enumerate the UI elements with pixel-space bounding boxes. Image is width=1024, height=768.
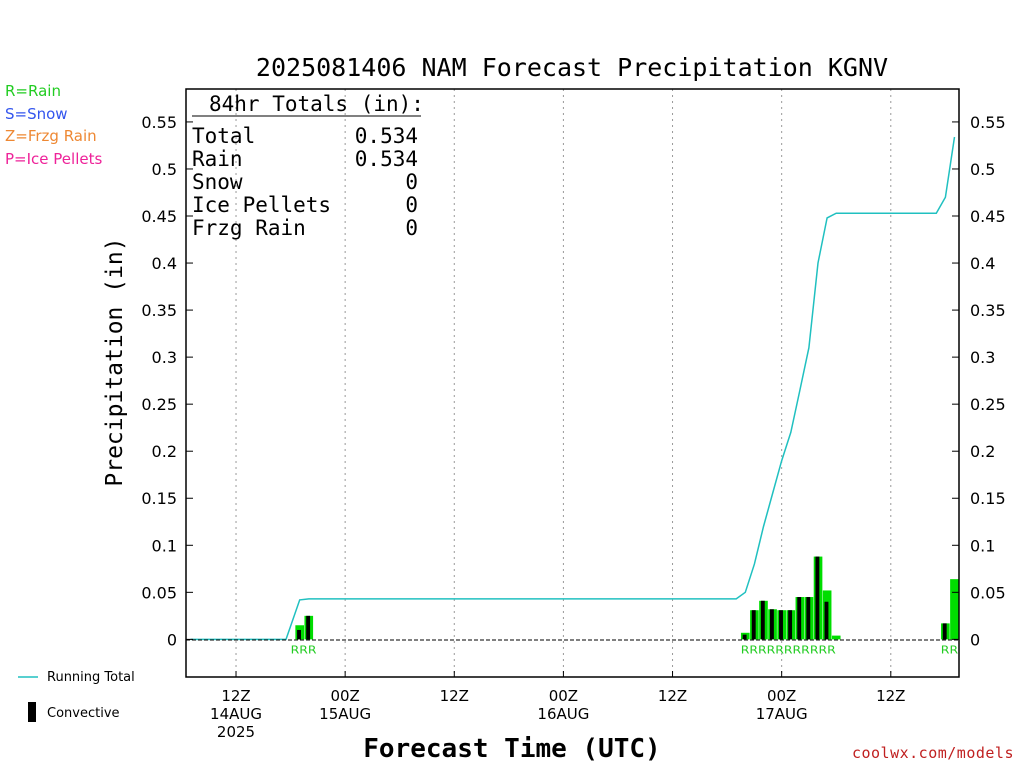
x-tick-label: 17AUG	[756, 705, 808, 723]
precip-type-marker: RRR	[291, 643, 317, 656]
convective-bar	[297, 629, 301, 640]
y-tick-label-right: 0	[970, 630, 980, 649]
convective-bar	[806, 597, 811, 640]
x-tick-label: 12Z	[658, 687, 687, 705]
precip-bar	[950, 579, 959, 640]
precip-type-marker: RR	[941, 643, 959, 656]
totals-row-label: Rain	[192, 147, 243, 171]
x-tick-label: 12Z	[440, 687, 469, 705]
y-tick-label-left: 0.15	[141, 489, 177, 508]
credit-link[interactable]: coolwx.com/models	[851, 744, 1014, 762]
totals-row-value: 0	[405, 216, 418, 240]
running-total-polyline	[190, 136, 956, 641]
convective-bar	[788, 610, 793, 640]
totals-box: 84hr Totals (in): Total 0.534 Rain 0.534 Sno…	[192, 92, 424, 240]
y-tick-label-right: 0.55	[970, 113, 1006, 132]
plot-frame	[185, 88, 960, 678]
y-tick-label-right: 0.45	[970, 207, 1006, 226]
precip-bar	[831, 635, 841, 640]
y-tick-label-left: 0.45	[141, 207, 177, 226]
legend-item: Z=Frzg Rain	[5, 127, 97, 145]
totals-row-value: 0	[405, 193, 418, 217]
convective-legend-label: Convective	[47, 706, 120, 721]
totals-heading: 84hr Totals (in):	[209, 92, 424, 116]
y-tick-label-right: 0.05	[970, 583, 1006, 602]
x-tick-label: 12Z	[221, 687, 250, 705]
totals-row-value: 0.534	[355, 124, 418, 148]
convective-bar	[306, 615, 311, 640]
y-tick-label-right: 0.25	[970, 395, 1006, 414]
convective-bar	[751, 610, 756, 640]
x-tick-label: 16AUG	[537, 705, 589, 723]
running-total-legend-label: Running Total	[47, 670, 135, 685]
x-tick-label: 15AUG	[319, 705, 371, 723]
x-tick-label: 2025	[217, 723, 255, 741]
y-tick-label-left: 0	[167, 630, 177, 649]
y-tick-label-left: 0.2	[152, 442, 177, 461]
precip-type-marker: RRRRRRRRRRR	[741, 643, 836, 656]
x-tick-label: 00Z	[330, 687, 359, 705]
totals-row-label: Ice Pellets	[192, 193, 331, 217]
y-tick-label-right: 0.4	[970, 254, 995, 273]
y-tick-label-right: 0.15	[970, 489, 1006, 508]
x-tick-label: 12Z	[876, 687, 905, 705]
chart-title: 2025081406 NAM Forecast Precipitation KG…	[256, 53, 888, 82]
y-tick-label-left: 0.1	[152, 536, 177, 555]
x-tick-label: 00Z	[549, 687, 578, 705]
running-total-line	[190, 136, 956, 641]
y-tick-label-left: 0.4	[152, 254, 177, 273]
y-axis-label: Precipitation (in)	[102, 237, 128, 486]
totals-row-value: 0	[405, 170, 418, 194]
y-tick-label-right: 0.2	[970, 442, 995, 461]
y-tick-label-left: 0.05	[141, 583, 177, 602]
legend-item: R=Rain	[5, 82, 61, 100]
totals-row-value: 0.534	[355, 147, 418, 171]
legend-item: P=Ice Pellets	[5, 149, 103, 168]
convective-legend-swatch	[28, 702, 36, 722]
convective-bar	[815, 556, 820, 640]
y-tick-label-right: 0.1	[970, 536, 995, 555]
y-tick-label-right: 0.35	[970, 301, 1006, 320]
convective-bar	[942, 623, 947, 640]
totals-row-label: Frzg Rain	[192, 216, 306, 240]
totals-row-label: Snow	[192, 170, 243, 194]
y-tick-label-right: 0.5	[970, 160, 995, 179]
grid-lines	[235, 89, 892, 677]
totals-row-label: Total	[192, 124, 255, 148]
legend-item: S=Snow	[5, 104, 68, 123]
y-tick-label-left: 0.3	[152, 348, 177, 367]
y-axis-right: 0 0.05 0.1 0.15 0.2 0.25 0.3 0.35 0.4 0.45 0.5 0.55	[952, 113, 1006, 649]
x-axis-label: Forecast Time (UTC)	[363, 734, 660, 764]
y-tick-label-left: 0.35	[141, 301, 177, 320]
convective-bar	[760, 600, 765, 640]
convective-bar	[769, 609, 774, 640]
convective-bar	[824, 601, 829, 640]
precip-type-markers: RRR RRRRRRRRRRR RR	[291, 643, 959, 656]
x-tick-label: 00Z	[767, 687, 796, 705]
y-tick-label-left: 0.5	[152, 160, 177, 179]
y-tick-label-right: 0.3	[970, 348, 995, 367]
precip-bars	[295, 556, 959, 640]
y-tick-label-left: 0.55	[141, 113, 177, 132]
convective-bar	[779, 610, 783, 640]
y-tick-label-left: 0.25	[141, 395, 177, 414]
y-axis-left: 0 0.05 0.1 0.15 0.2 0.25 0.3 0.35 0.4 0.45 0.5 0.55	[141, 113, 193, 649]
x-tick-label: 14AUG	[210, 705, 262, 723]
convective-bar	[742, 634, 747, 640]
convective-bar	[797, 597, 802, 640]
